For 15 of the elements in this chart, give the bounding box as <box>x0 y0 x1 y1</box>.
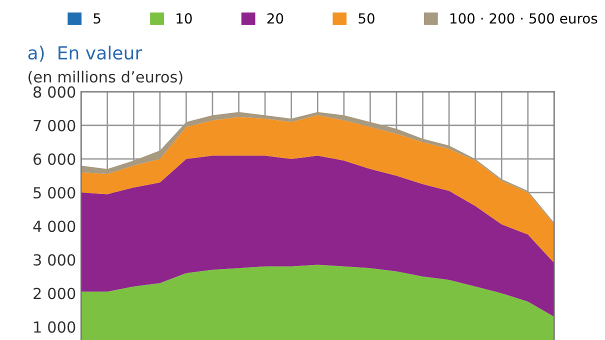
y-tick-label: 6 000 <box>34 153 76 165</box>
y-tick-label: 2 000 <box>34 288 76 300</box>
y-tick-label: 8 000 <box>34 86 76 98</box>
y-tick-label: 7 000 <box>34 120 76 132</box>
legend-label: 5 <box>94 13 100 24</box>
legend-label: 50 <box>358 13 374 24</box>
y-tick-label: 4 000 <box>33 220 76 232</box>
y-tick-label: 5 000 <box>34 186 76 199</box>
chart-subtitle: (en millions d’euros) <box>28 70 182 84</box>
legend-label: 10 <box>176 13 192 24</box>
chart-title: a) En valeur <box>28 46 142 62</box>
legend-label: 20 <box>267 13 284 24</box>
y-tick-label: 1 000 <box>34 321 76 333</box>
legend-label: 100 · 200 · 500 euros <box>450 13 598 24</box>
y-tick-label: 3 000 <box>34 254 76 266</box>
